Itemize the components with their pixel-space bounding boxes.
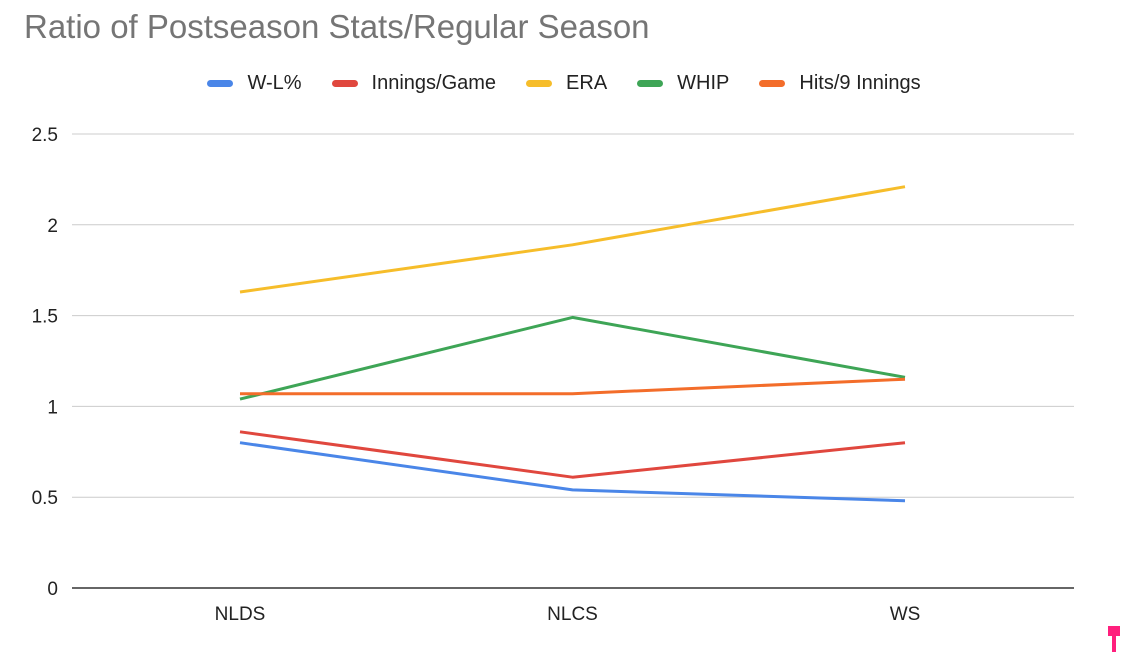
legend-item-w-l[interactable]: W-L% bbox=[207, 72, 302, 95]
x-tick-label: NLDS bbox=[215, 604, 266, 625]
series-line-era[interactable] bbox=[239, 185, 906, 294]
x-tick-label: NLCS bbox=[547, 604, 598, 625]
y-tick-label: 0 bbox=[47, 579, 58, 600]
legend-item-hits-9-innings[interactable]: Hits/9 Innings bbox=[759, 72, 921, 95]
corner-marker-icon bbox=[1108, 626, 1120, 652]
series-line-whip[interactable] bbox=[239, 315, 906, 401]
legend-swatch-hits-9-innings bbox=[759, 80, 786, 87]
series-line-innings-game[interactable] bbox=[239, 430, 906, 479]
chart-legend: W-L% Innings/Game ERA WHIP Hits/9 Inning… bbox=[0, 72, 1128, 95]
y-tick-label: 1 bbox=[47, 397, 58, 418]
legend-label-hits-9-innings: Hits/9 Innings bbox=[799, 72, 921, 94]
legend-item-innings-game[interactable]: Innings/Game bbox=[331, 72, 497, 95]
legend-item-whip[interactable]: WHIP bbox=[637, 72, 729, 95]
y-tick-label: 1.5 bbox=[32, 307, 58, 328]
y-tick-label: 0.5 bbox=[32, 488, 58, 509]
legend-swatch-era bbox=[526, 80, 553, 87]
series-line-w-l[interactable] bbox=[239, 441, 906, 503]
legend-swatch-whip bbox=[637, 80, 664, 87]
legend-label-era: ERA bbox=[566, 72, 608, 94]
x-tick-label: WS bbox=[890, 604, 921, 625]
legend-swatch-w-l bbox=[207, 80, 234, 87]
legend-swatch-innings-game bbox=[331, 80, 358, 87]
legend-label-whip: WHIP bbox=[677, 72, 730, 94]
chart-title: Ratio of Postseason Stats/Regular Season bbox=[24, 8, 650, 45]
series-line-hits-9-innings[interactable] bbox=[240, 377, 906, 396]
legend-label-innings-game: Innings/Game bbox=[371, 72, 497, 94]
legend-label-w-l: W-L% bbox=[247, 72, 302, 94]
y-tick-label: 2 bbox=[47, 216, 58, 237]
y-tick-label: 2.5 bbox=[32, 125, 58, 146]
legend-item-era[interactable]: ERA bbox=[526, 72, 607, 95]
